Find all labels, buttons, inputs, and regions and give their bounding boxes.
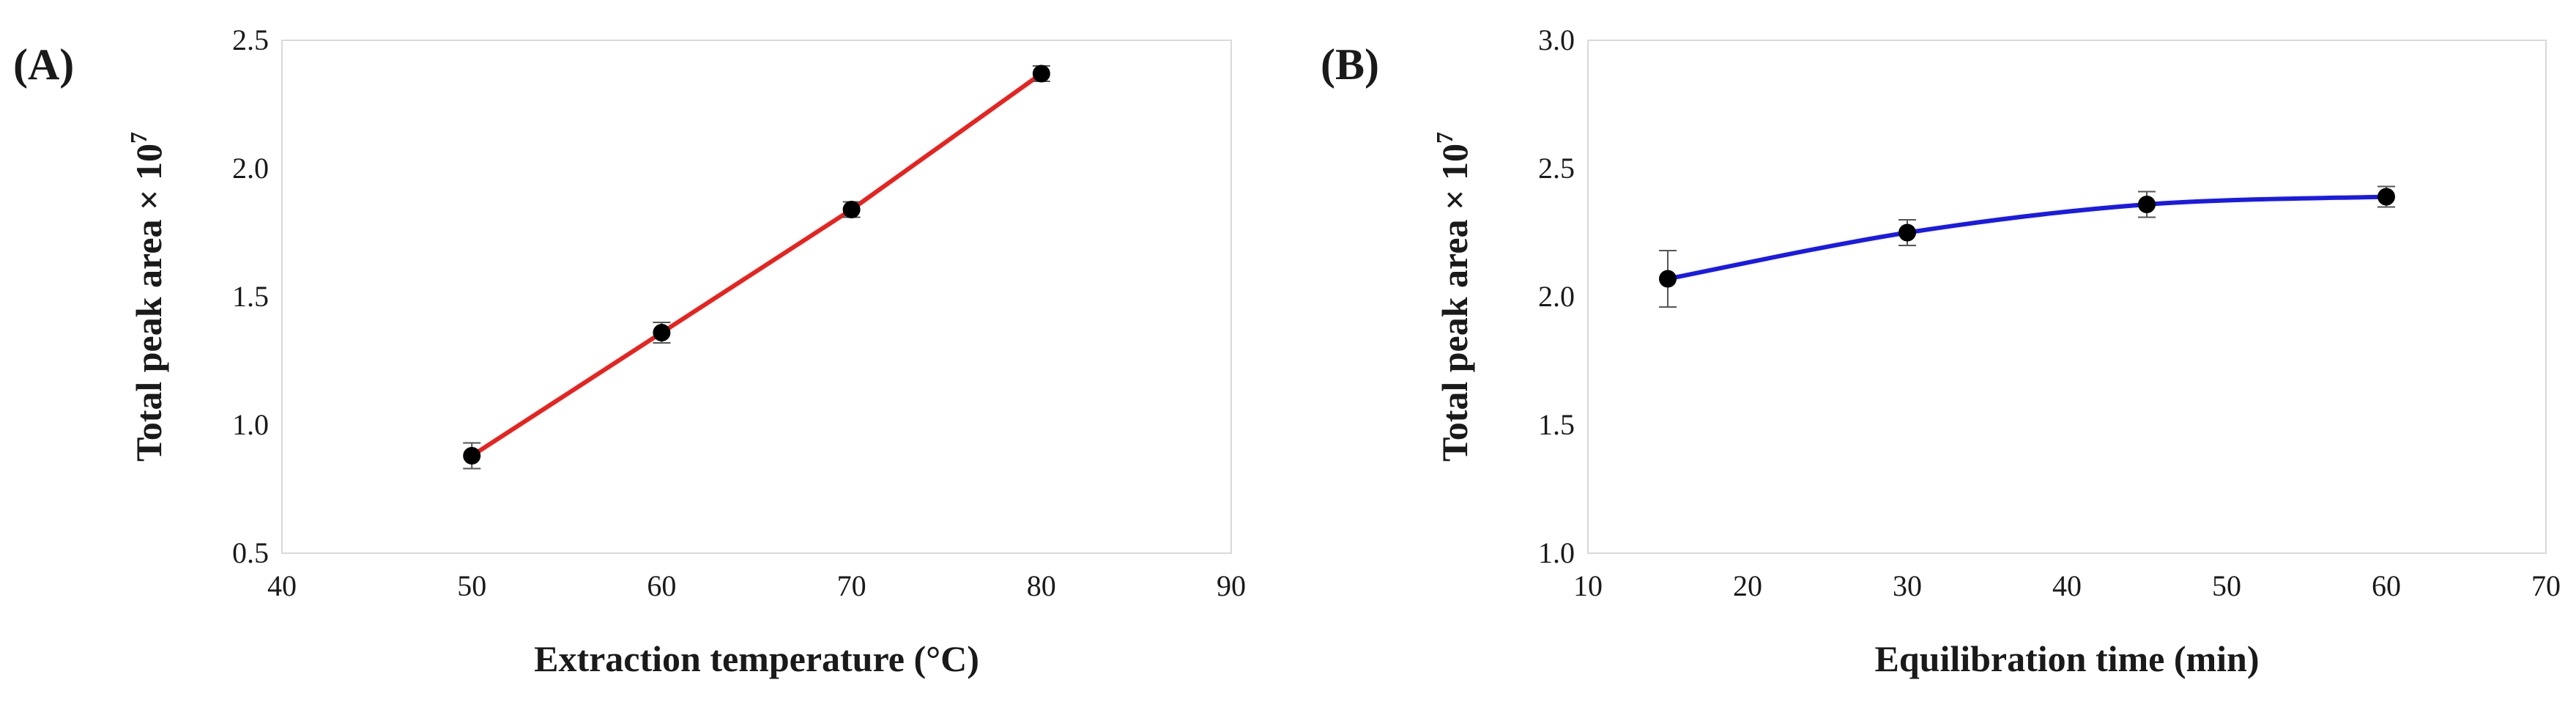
x-tick-label: 90 [1217, 569, 1246, 602]
x-tick-label: 30 [1893, 569, 1922, 602]
y-axis-title: Total peak area × 107 [1431, 132, 1475, 462]
data-point [2138, 196, 2156, 213]
x-axis-title: Equilibration time (min) [1874, 638, 2259, 679]
y-tick-label: 1.5 [232, 280, 269, 313]
y-axis-title-exponent: 7 [125, 132, 152, 144]
y-tick-label: 2.0 [232, 152, 269, 185]
y-tick-label: 2.5 [232, 23, 269, 56]
data-point [1898, 223, 1916, 242]
x-tick-label: 70 [2531, 569, 2561, 602]
x-tick-label: 80 [1027, 569, 1056, 602]
data-point [1032, 64, 1050, 83]
y-tick-label: 1.0 [232, 408, 269, 441]
y-tick-label: 2.0 [1538, 280, 1575, 313]
plot-frame [1587, 40, 2547, 554]
panel-b: (B) 1.0 1.5 2.0 2.5 3.0 10 20 30 40 50 60 70 Equilibr… [1321, 23, 2561, 679]
x-tick-label: 40 [2052, 569, 2082, 602]
y-axis-title: Total peak area × 107 [125, 132, 169, 462]
x-axis-title: Extraction temperature (°C) [534, 638, 979, 679]
data-point [2378, 188, 2395, 206]
y-tick-label: 2.5 [1538, 152, 1575, 185]
x-tick-label: 50 [457, 569, 486, 602]
series-line [1666, 194, 2388, 281]
x-tick-label: 40 [267, 569, 297, 602]
y-tick-label: 3.0 [1538, 23, 1575, 56]
series-line [469, 71, 1044, 458]
data-point [1659, 270, 1677, 288]
x-tick-label: 10 [1573, 569, 1603, 602]
x-tick-label: 60 [2372, 569, 2401, 602]
data-point [842, 201, 861, 218]
y-tick-label: 1.0 [1538, 536, 1575, 569]
y-axis-title-exponent: 7 [1431, 132, 1458, 144]
x-tick-label: 60 [647, 569, 676, 602]
y-tick-label: 0.5 [232, 536, 269, 569]
panel-label: (A) [13, 40, 74, 89]
y-tick-label: 1.5 [1538, 408, 1575, 441]
panel-label: (B) [1321, 40, 1379, 89]
x-tick-label: 70 [837, 569, 866, 602]
plot-frame [281, 40, 1232, 554]
panel-a: (A) 0.5 1.0 1.5 2.0 2.5 40 50 60 70 80 90 Extraction… [13, 23, 1246, 679]
data-point [463, 447, 481, 465]
y-axis-title-text: Total peak area × 10 [1434, 144, 1475, 462]
y-axis-title-text: Total peak area × 10 [128, 144, 169, 462]
x-tick-label: 50 [2212, 569, 2241, 602]
x-tick-label: 20 [1733, 569, 1762, 602]
data-point [653, 324, 671, 341]
